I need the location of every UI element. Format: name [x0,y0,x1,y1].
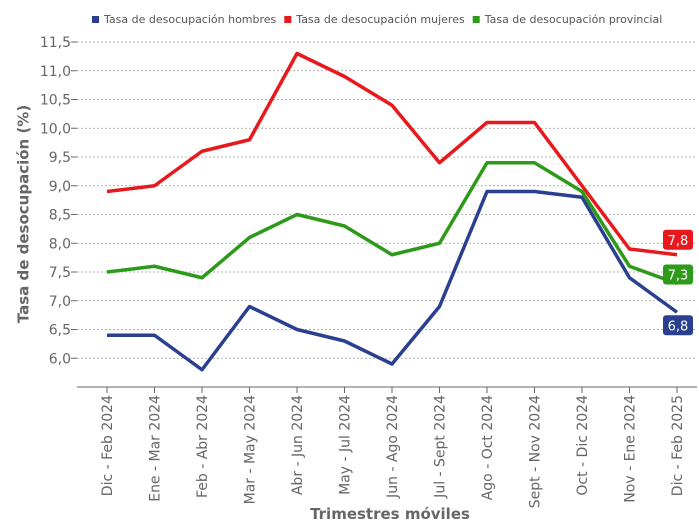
y-tick-label: 7,5 [49,265,71,281]
x-tick-label: Jun - Ago 2024 [385,395,401,499]
x-tick-label: Abr - Jun 2024 [290,395,306,495]
legend-label: Tasa de desocupación hombres [103,13,277,26]
value-label: 6,8 [668,319,689,334]
legend-marker [92,16,99,23]
y-tick-label: 11,0 [40,64,71,80]
series-line [106,161,678,286]
y-tick-label: 9,0 [49,179,71,195]
y-tick-label: 6,0 [49,351,71,367]
y-tick-label: 9,5 [49,150,71,166]
y-tick-label: 10,5 [40,93,71,109]
value-label-box [663,229,693,250]
x-tick-label: Mar - May 2024 [243,395,259,504]
x-tick-label: Ene - Mar 2024 [148,395,164,502]
value-label-box [663,264,693,285]
y-tick-label: 10,0 [40,121,71,137]
x-tick-label: Feb - Abr 2024 [195,395,211,498]
legend-label: Tasa de desocupación provincial [484,13,663,26]
x-tick-label: Jul - Sept 2024 [433,395,449,499]
y-tick-label: 8,5 [49,208,71,224]
x-axis-title: Trimestres móviles [310,505,470,523]
x-tick-label: Dic - Feb 2025 [670,395,686,496]
value-label: 7,3 [668,269,689,284]
y-tick-label: 11,5 [40,35,71,51]
x-tick-label: Ago - Oct 2024 [480,395,496,500]
x-tick-label: Dic - Feb 2024 [100,395,116,496]
series-line [107,189,679,372]
x-tick-label: Nov - Ene 2024 [623,395,639,503]
y-axis-title: Tasa de desocupación (%) [15,105,33,323]
y-tick-label: 8,0 [49,236,71,252]
x-tick-label: Sept - Nov 2024 [528,395,544,508]
value-label: 7,8 [668,234,689,249]
x-tick-label: Oct - Dic 2024 [575,395,591,496]
legend-label: Tasa de desocupación mujeres [295,13,465,26]
x-tick-label: May - Jul 2024 [338,395,354,495]
series-line [106,51,678,257]
y-tick-label: 7,0 [49,294,71,310]
y-tick-label: 6,5 [49,323,71,339]
legend-marker [284,16,292,23]
legend-marker [472,16,480,23]
value-label-box [663,315,693,336]
